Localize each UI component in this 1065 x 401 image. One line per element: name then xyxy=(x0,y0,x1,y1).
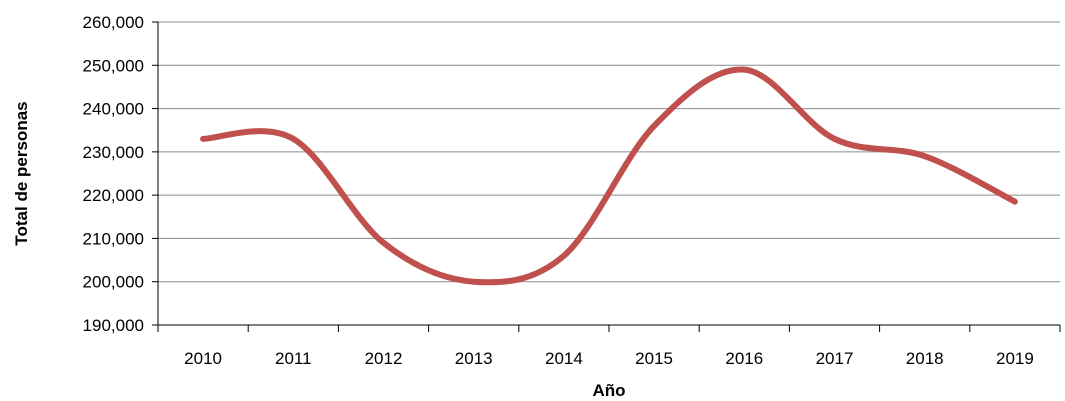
data-point-2016 xyxy=(741,67,747,73)
data-point-2019 xyxy=(1012,199,1018,205)
y-tick-label: 230,000 xyxy=(83,143,144,162)
x-tick-label: 2015 xyxy=(635,349,673,368)
series-line-0 xyxy=(200,66,1018,286)
data-point-2017 xyxy=(832,136,838,142)
y-tick-label: 250,000 xyxy=(83,56,144,75)
x-tick-label: 2012 xyxy=(365,349,403,368)
data-point-2014 xyxy=(561,253,567,259)
x-tick-label: 2010 xyxy=(184,349,222,368)
x-tick-label: 2017 xyxy=(816,349,854,368)
x-axis-ticks: 2010 2011 2012 2013 2014 2015 2016 2017 2018 2019 xyxy=(157,325,1061,368)
y-tick-label: 200,000 xyxy=(83,273,144,292)
y-tick-label: 190,000 xyxy=(83,316,144,335)
y-tick-label: 240,000 xyxy=(83,100,144,119)
y-tick-label: 210,000 xyxy=(83,229,144,248)
data-point-2015 xyxy=(651,123,657,129)
x-tick-label: 2016 xyxy=(725,349,763,368)
gridlines xyxy=(158,21,1060,283)
x-axis-title: Año xyxy=(592,381,625,400)
x-tick-label: 2014 xyxy=(545,349,583,368)
y-tick-label: 260,000 xyxy=(83,13,144,32)
x-tick-label: 2019 xyxy=(996,349,1034,368)
data-point-2010 xyxy=(200,136,206,142)
series-group xyxy=(200,66,1018,286)
data-point-2011 xyxy=(290,136,296,142)
x-tick-label: 2013 xyxy=(455,349,493,368)
x-tick-label: 2018 xyxy=(906,349,944,368)
y-axis-ticks: 190,000 200,000 210,000 220,000 230,000 240,0… xyxy=(83,13,158,335)
x-tick-label: 2011 xyxy=(275,349,312,368)
data-point-2012 xyxy=(381,240,387,246)
y-axis-title: Total de personas xyxy=(12,101,31,245)
data-point-2018 xyxy=(922,153,928,159)
data-point-2013 xyxy=(471,279,477,285)
y-tick-label: 220,000 xyxy=(83,186,144,205)
